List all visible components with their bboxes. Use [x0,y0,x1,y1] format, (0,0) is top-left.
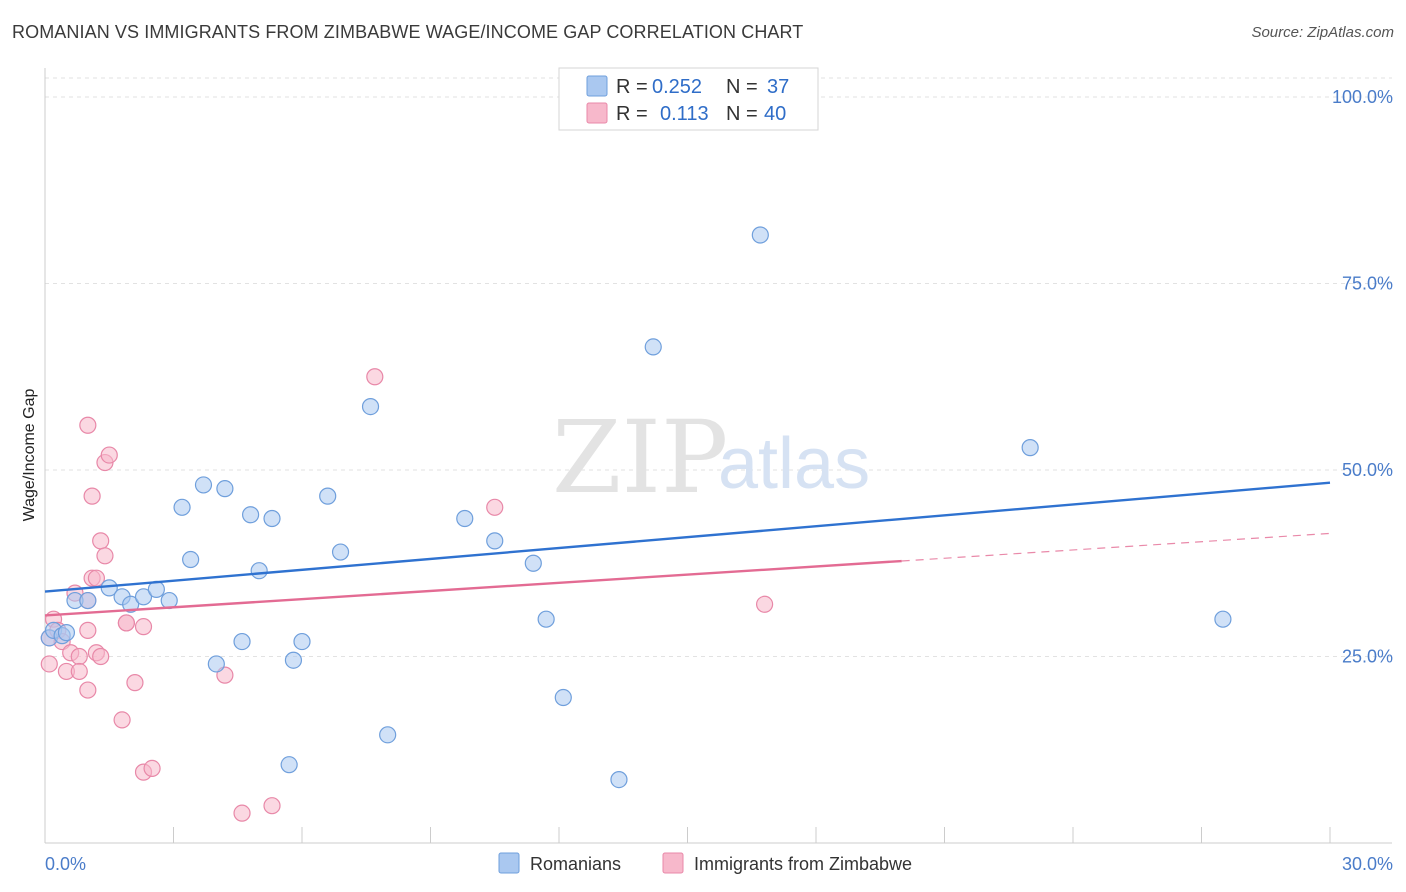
grid-lines [45,77,1392,657]
point-romanians [644,338,662,356]
bottom-legend-swatch-zimbabwe [662,852,684,874]
point-zimbabwe [263,797,281,815]
point-romanians [486,532,504,550]
point-romanians [122,595,140,613]
point-romanians [537,610,555,628]
point-zimbabwe [143,759,161,778]
chart-title: ROMANIAN VS IMMIGRANTS FROM ZIMBABWE WAG… [12,22,804,42]
point-romanians [1214,610,1232,628]
legend-n-value-1: 40 [764,103,786,125]
legend-n-value-0: 37 [767,76,789,98]
point-romanians [57,624,76,642]
point-zimbabwe [117,614,135,632]
x-tick-label: 0.0% [45,854,86,874]
point-romanians [456,509,474,528]
point-zimbabwe [134,618,153,636]
stats-legend: R = 0.252 N = 37 R = 0.113 N = 40 [558,67,819,131]
point-romanians [361,397,380,416]
point-romanians [524,554,542,572]
point-zimbabwe [79,621,97,639]
trend-lines [44,481,1331,617]
point-romanians [207,655,225,673]
x-tick-labels: 0.0% 30.0% [45,854,1393,874]
watermark-atlas: atlas [718,424,870,504]
y-tick-labels: 25.0% 50.0% 75.0% 100.0% [1332,87,1393,667]
point-romanians [331,543,350,561]
point-romanians [173,498,191,516]
point-romanians [216,480,234,498]
legend-swatch-romanians [586,75,608,97]
point-zimbabwe [113,711,131,729]
source-label: Source: ZipAtlas.com [1251,24,1394,41]
watermark-zip: ZIP [552,399,728,516]
x-tick-label: 30.0% [1342,854,1393,874]
point-zimbabwe [79,416,97,434]
trend-line-romanians [44,481,1331,593]
point-romanians [293,632,311,651]
point-zimbabwe [92,647,110,666]
legend-swatch-zimbabwe [586,102,608,124]
point-zimbabwe [100,446,118,464]
point-romanians [79,591,97,610]
point-zimbabwe [126,674,144,692]
point-romanians [284,651,303,669]
point-zimbabwe [79,681,97,699]
point-zimbabwe [83,487,101,505]
point-zimbabwe [40,655,58,673]
watermark: ZIP atlas [552,399,870,516]
legend-n-label-1: N = [726,103,758,125]
scatter-points [40,226,1232,822]
point-romanians [280,756,298,774]
point-romanians [751,226,769,244]
point-romanians [554,688,572,707]
bottom-legend-swatch-romanians [498,852,520,874]
legend-r-label-0: R = [616,76,648,98]
y-tick-label: 75.0% [1342,274,1393,294]
point-romanians [233,632,251,651]
point-romanians [250,562,268,580]
point-romanians [379,726,397,744]
point-romanians [263,509,281,528]
bottom-legend-label-romanians: Romanians [530,854,621,874]
point-romanians [319,487,337,505]
trend-line-zimbabwe [44,559,902,617]
legend-r-value-0: 0.252 [652,76,702,98]
point-romanians [242,506,260,524]
bottom-legend-label-zimbabwe: Immigrants from Zimbabwe [694,854,912,874]
point-zimbabwe [486,498,504,516]
point-zimbabwe [92,532,110,550]
point-romanians [610,770,628,789]
y-tick-label: 50.0% [1342,460,1393,480]
point-zimbabwe [755,595,774,613]
legend-n-label-0: N = [726,76,758,98]
point-zimbabwe [70,647,88,666]
y-tick-label: 25.0% [1342,647,1393,667]
point-romanians [1021,439,1039,457]
point-zimbabwe [96,547,114,565]
point-zimbabwe [70,662,88,681]
point-zimbabwe [233,804,251,822]
y-axis-title: Wage/Income Gap [21,389,38,522]
point-romanians [182,550,200,569]
point-romanians [194,476,213,494]
legend-r-value-1: 0.113 [660,103,709,125]
point-romanians [134,588,153,606]
point-zimbabwe [366,368,384,386]
trend-line-zimbabwe-extension [901,532,1331,562]
legend-r-label-1: R = [616,103,648,125]
y-tick-label: 100.0% [1332,87,1393,107]
series-legend: Romanians Immigrants from Zimbabwe [498,852,912,874]
axes [44,68,1392,844]
